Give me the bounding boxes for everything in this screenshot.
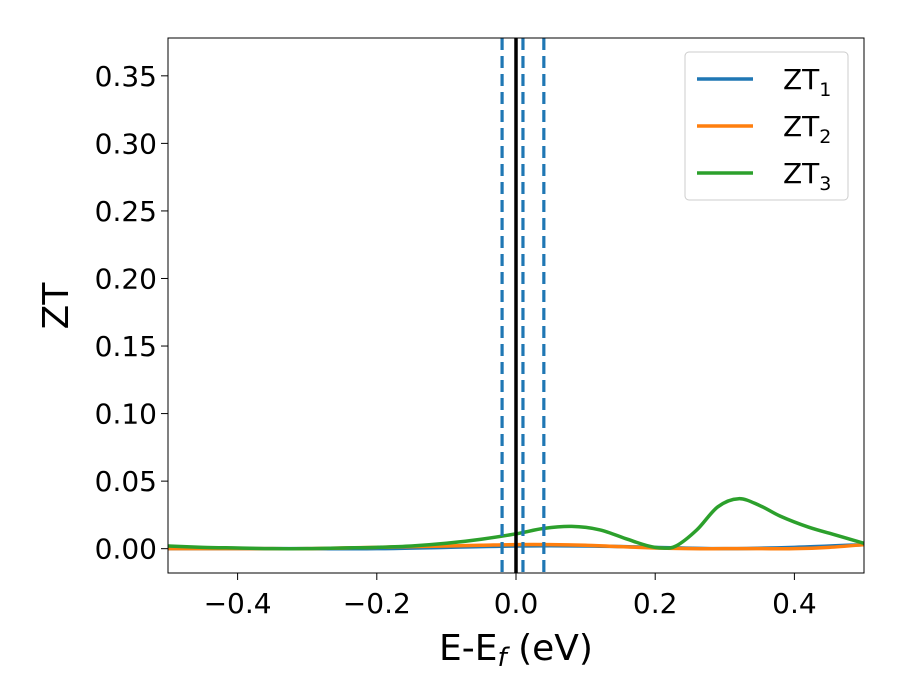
x-tick-label: −0.2 xyxy=(343,587,411,620)
y-axis: 0.00 0.05 0.10 0.15 0.20 0.25 0.30 0.35 xyxy=(95,60,168,566)
x-axis-label: E-Ef (eV) xyxy=(439,628,593,673)
y-tick-label: 0.35 xyxy=(95,60,157,93)
x-tick-label: −0.4 xyxy=(204,587,272,620)
legend-label-zt3: ZT3 xyxy=(783,157,831,195)
y-tick-label: 0.20 xyxy=(95,262,157,295)
x-tick-label: 0.2 xyxy=(633,587,678,620)
y-tick-label: 0.30 xyxy=(95,127,157,160)
x-tick-label: 0.0 xyxy=(494,587,539,620)
y-axis-label: ZT xyxy=(36,282,77,330)
y-tick-label: 0.15 xyxy=(95,330,157,363)
legend: ZT1 ZT2 ZT3 xyxy=(684,51,849,201)
plot-area xyxy=(168,38,864,573)
y-tick-label: 0.00 xyxy=(95,533,157,566)
legend-box xyxy=(684,51,849,201)
y-tick-label: 0.25 xyxy=(95,195,157,228)
x-axis: −0.4 −0.2 0.0 0.2 0.4 xyxy=(204,573,817,620)
y-tick-label: 0.05 xyxy=(95,465,157,498)
legend-label-zt2: ZT2 xyxy=(783,110,831,148)
x-tick-label: 0.4 xyxy=(772,587,817,620)
series-line-zt3 xyxy=(168,496,864,551)
legend-label-zt1: ZT1 xyxy=(783,63,831,101)
y-tick-label: 0.10 xyxy=(95,398,157,431)
